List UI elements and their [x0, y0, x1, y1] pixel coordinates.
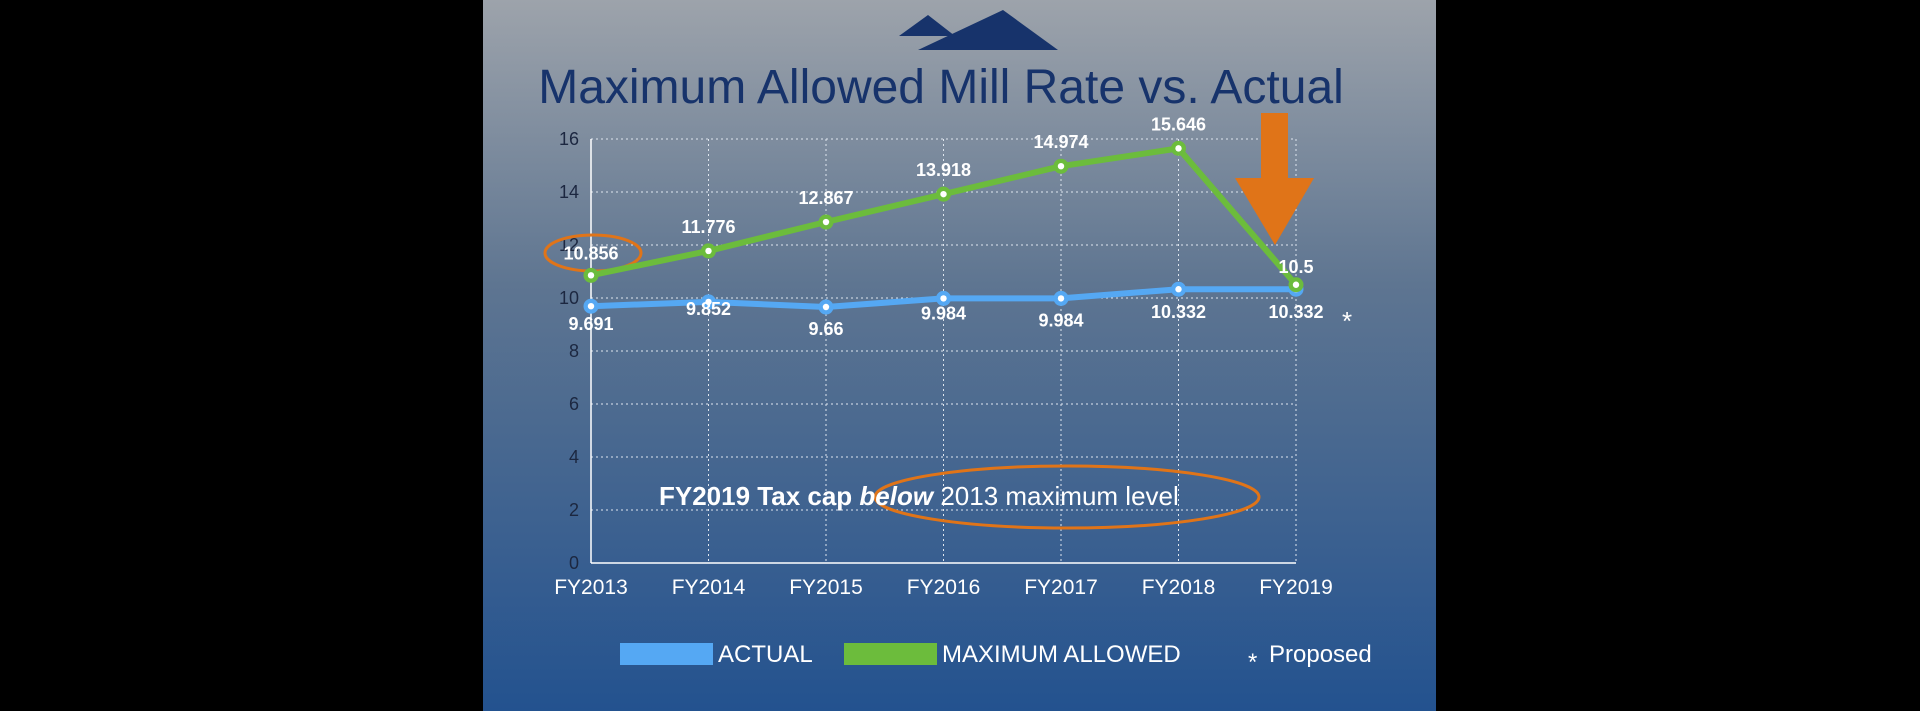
annotation-bold: FY2019 Tax cap: [659, 481, 852, 511]
legend-swatch-actual: [620, 643, 713, 665]
legend-label-actual: ACTUAL: [718, 641, 813, 668]
data-points: [583, 140, 1304, 315]
point-center-actual: [822, 303, 830, 311]
point-center-maximum: [1057, 162, 1065, 170]
data-label-maximum: 12.867: [798, 188, 853, 208]
legend-swatch-maximum: [844, 643, 937, 665]
legend-label-maximum: MAXIMUM ALLOWED: [942, 641, 1181, 668]
point-center-maximum: [705, 247, 712, 255]
data-labels: 9.691 9.852 9.66 9.984 9.984 10.332 10.332 10.8…: [563, 114, 1323, 339]
y-tick-label: 4: [569, 447, 579, 467]
data-label-actual: 9.852: [686, 299, 731, 319]
x-tick-label: FY2018: [1142, 576, 1216, 599]
annotation-rest: 2013 maximum level: [940, 481, 1178, 511]
data-label-maximum: 10.5: [1278, 257, 1313, 277]
data-label-maximum: 13.918: [916, 160, 971, 180]
point-center-actual: [1175, 286, 1182, 293]
data-label-actual: 10.332: [1151, 302, 1206, 322]
legend: ACTUAL MAXIMUM ALLOWED * Proposed: [620, 641, 1372, 676]
point-center-actual: [1057, 295, 1065, 302]
tax-cap-annotation: FY2019 Tax cap below 2013 maximum level: [659, 481, 1179, 511]
y-tick-label: 2: [569, 500, 579, 520]
legend-label-proposed: Proposed: [1269, 641, 1372, 668]
point-center-actual: [940, 295, 947, 302]
data-label-maximum: 10.856: [563, 243, 618, 263]
mountain-logo-icon: [899, 10, 1058, 50]
data-label-actual: 9.984: [921, 303, 966, 323]
x-tick-label: FY2019: [1259, 576, 1333, 599]
point-center-maximum: [940, 190, 947, 198]
chart: Maximum Allowed Mill Rate vs. Actual 0 2 4…: [538, 10, 1372, 676]
data-label-maximum: 15.646: [1151, 114, 1206, 134]
x-tick-label: FY2017: [1024, 576, 1098, 599]
point-center-actual: [587, 302, 595, 310]
point-center-maximum: [822, 218, 830, 226]
grid: [590, 138, 1297, 564]
x-tick-label: FY2013: [554, 576, 628, 599]
data-label-maximum: 14.974: [1033, 132, 1088, 152]
data-label-actual: 10.332: [1268, 302, 1323, 322]
annotation-italic: below: [859, 481, 934, 511]
x-tick-label: FY2015: [789, 576, 863, 599]
data-label-actual: 9.66: [808, 319, 843, 339]
legend-asterisk: *: [1248, 649, 1257, 676]
data-label-actual: 9.984: [1038, 310, 1083, 330]
x-tick-label: FY2016: [907, 576, 981, 599]
y-tick-label: 8: [569, 341, 579, 361]
point-center-maximum: [587, 272, 595, 279]
down-arrow-icon: [1235, 113, 1314, 245]
data-label-maximum: 11.776: [681, 217, 735, 237]
data-label-actual: 9.691: [568, 314, 613, 334]
point-center-actual: [705, 298, 712, 306]
point-center-maximum: [1292, 281, 1300, 288]
point-center-maximum: [1175, 145, 1182, 152]
y-tick-label: 6: [569, 394, 579, 414]
slide: Maximum Allowed Mill Rate vs. Actual 0 2 4…: [483, 0, 1436, 711]
chart-title: Maximum Allowed Mill Rate vs. Actual: [538, 61, 1344, 114]
y-tick-label: 0: [569, 553, 579, 573]
proposed-asterisk: *: [1342, 306, 1352, 336]
y-tick-label: 16: [559, 129, 579, 149]
y-tick-label: 10: [559, 288, 579, 308]
x-tick-label: FY2014: [672, 576, 746, 599]
highlight-ellipse-annotation: [873, 464, 1261, 530]
y-tick-label: 14: [559, 182, 579, 202]
